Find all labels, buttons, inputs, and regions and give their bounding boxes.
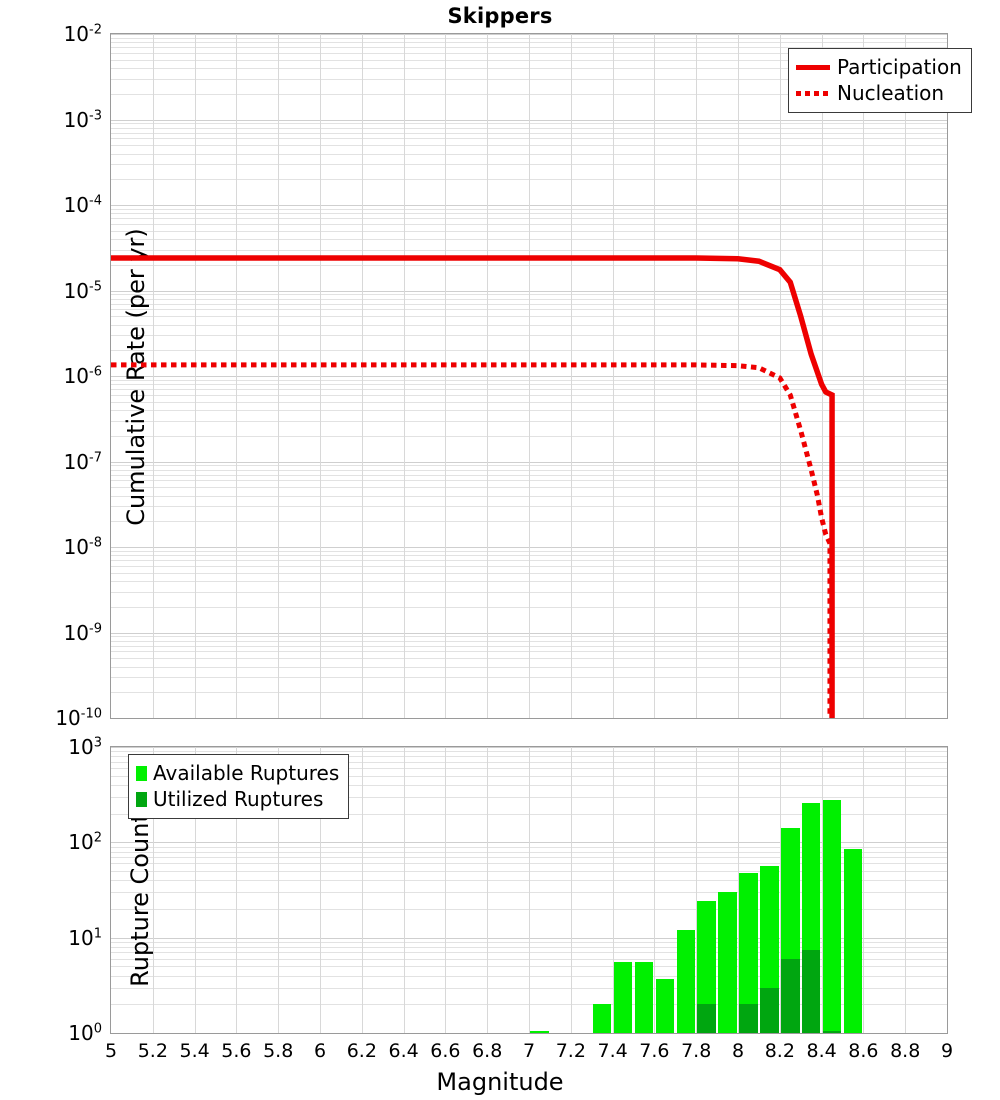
- y-axis-tick-label: 102: [68, 830, 102, 855]
- legend-color-swatch-icon: [136, 791, 147, 807]
- bar-available-ruptures: [697, 901, 716, 1033]
- y-axis-tick-label: 10-5: [63, 278, 102, 303]
- bar-utilized-ruptures: [697, 1004, 716, 1033]
- x-axis-tick-label: 6.6: [430, 1040, 461, 1062]
- gridline-horizontal: [111, 1033, 947, 1034]
- bar-available-ruptures: [843, 849, 863, 1033]
- legend-solid-line-icon: [796, 64, 830, 70]
- x-axis-tick-label: 5.2: [137, 1040, 168, 1062]
- x-axis-tick-label: 6.2: [346, 1040, 377, 1062]
- x-axis-ticks: 5 5.2 5.4 5.6 5.8 6 6.2 6.4 6.6 6.8 7 7.2 7.4 7.6 7.8 8…: [105, 1040, 953, 1066]
- bar-available-ruptures: [718, 892, 737, 1033]
- x-axis-tick-label: 7.8: [681, 1040, 712, 1062]
- legend-label: Participation: [837, 55, 962, 79]
- x-axis-tick-label: 7: [522, 1040, 536, 1062]
- curve-participation: [111, 255, 835, 718]
- x-axis-tick-label: 5: [104, 1040, 118, 1062]
- bar-utilized-ruptures: [739, 1004, 758, 1033]
- x-axis-tick-label: 6: [313, 1040, 327, 1062]
- y-axis-tick-label: 10-7: [63, 449, 102, 474]
- legend-entry: Participation: [796, 54, 962, 80]
- legend-entry: Available Ruptures: [136, 760, 339, 786]
- x-axis-tick-label: 5.8: [263, 1040, 294, 1062]
- bottom-plot-legend: Available Ruptures Utilized Ruptures: [128, 754, 350, 819]
- x-axis-tick-label: 7.4: [597, 1040, 628, 1062]
- bar-available-ruptures: [592, 1004, 612, 1033]
- bar-available-ruptures: [676, 930, 695, 1033]
- x-axis-tick-label: 7.6: [639, 1040, 670, 1062]
- bar-available-ruptures: [801, 802, 821, 1033]
- x-axis-tick-label: 9: [940, 1040, 954, 1062]
- legend-entry: Utilized Ruptures: [136, 786, 339, 812]
- legend-label: Available Ruptures: [153, 761, 340, 785]
- x-axis-tick-label: 6.4: [388, 1040, 419, 1062]
- y-axis-tick-label: 100: [68, 1021, 102, 1045]
- bar-available-ruptures: [530, 1031, 549, 1033]
- bar-utilized-ruptures: [781, 958, 800, 1033]
- top-plot-legend: Participation Nucleation: [788, 48, 972, 113]
- y-axis-tick-label: 10-9: [63, 620, 102, 645]
- x-axis-tick-label: 5.4: [179, 1040, 210, 1062]
- y-axis-tick-label: 101: [68, 925, 102, 950]
- gridline-horizontal: [111, 718, 947, 719]
- bar-available-ruptures: [760, 865, 779, 1033]
- y-axis-tick-label: 10-10: [55, 706, 102, 730]
- x-axis-tick-label: 8.4: [806, 1040, 837, 1062]
- x-axis-tick-label: 8.2: [764, 1040, 795, 1062]
- bar-available-ruptures: [822, 799, 842, 1033]
- x-axis-tick-label: 6.8: [472, 1040, 503, 1062]
- y-axis-tick-label: 103: [68, 735, 102, 759]
- legend-label: Nucleation: [837, 81, 945, 105]
- y-axis-tick-label: 10-3: [63, 107, 102, 132]
- y-axis-tick-label: 10-4: [63, 193, 102, 217]
- y-axis-tick-label: 10-2: [63, 22, 102, 46]
- legend-entry: Nucleation: [796, 80, 962, 106]
- bar-available-ruptures: [634, 962, 654, 1033]
- legend-dotted-line-icon: [796, 90, 830, 96]
- bar-utilized-ruptures: [801, 949, 821, 1033]
- rate-curves: [111, 255, 835, 718]
- x-axis-tick-label: 7.2: [555, 1040, 586, 1062]
- top-plot-y-ticks: 10-2 10-3 10-4 10-5 10-6 10-7 10-8 10-9 10-10: [0, 22, 102, 730]
- rupture-bars: [111, 747, 947, 1033]
- bar-available-ruptures: [781, 828, 800, 1033]
- x-axis-tick-label: 8.6: [848, 1040, 879, 1062]
- legend-label: Utilized Ruptures: [153, 787, 324, 811]
- x-axis-tick-label: 8.8: [890, 1040, 921, 1062]
- cumulative-rate-plot: [110, 33, 948, 719]
- page-title: Skippers: [447, 4, 553, 28]
- bottom-plot-y-ticks: 103 102 101 100: [0, 735, 102, 1045]
- x-axis-tick-label: 8: [731, 1040, 745, 1062]
- bar-available-ruptures: [739, 872, 758, 1033]
- bar-utilized-ruptures: [760, 987, 779, 1033]
- legend-color-swatch-icon: [136, 765, 147, 781]
- bar-utilized-ruptures: [822, 1031, 842, 1033]
- x-axis-title: Magnitude: [436, 1068, 564, 1096]
- x-axis-tick-label: 5.6: [221, 1040, 252, 1062]
- y-axis-tick-label: 10-8: [63, 535, 102, 559]
- bar-available-ruptures: [613, 962, 633, 1033]
- y-axis-tick-label: 10-6: [63, 364, 102, 388]
- curve-nucleation: [111, 362, 833, 718]
- bar-available-ruptures: [655, 978, 675, 1033]
